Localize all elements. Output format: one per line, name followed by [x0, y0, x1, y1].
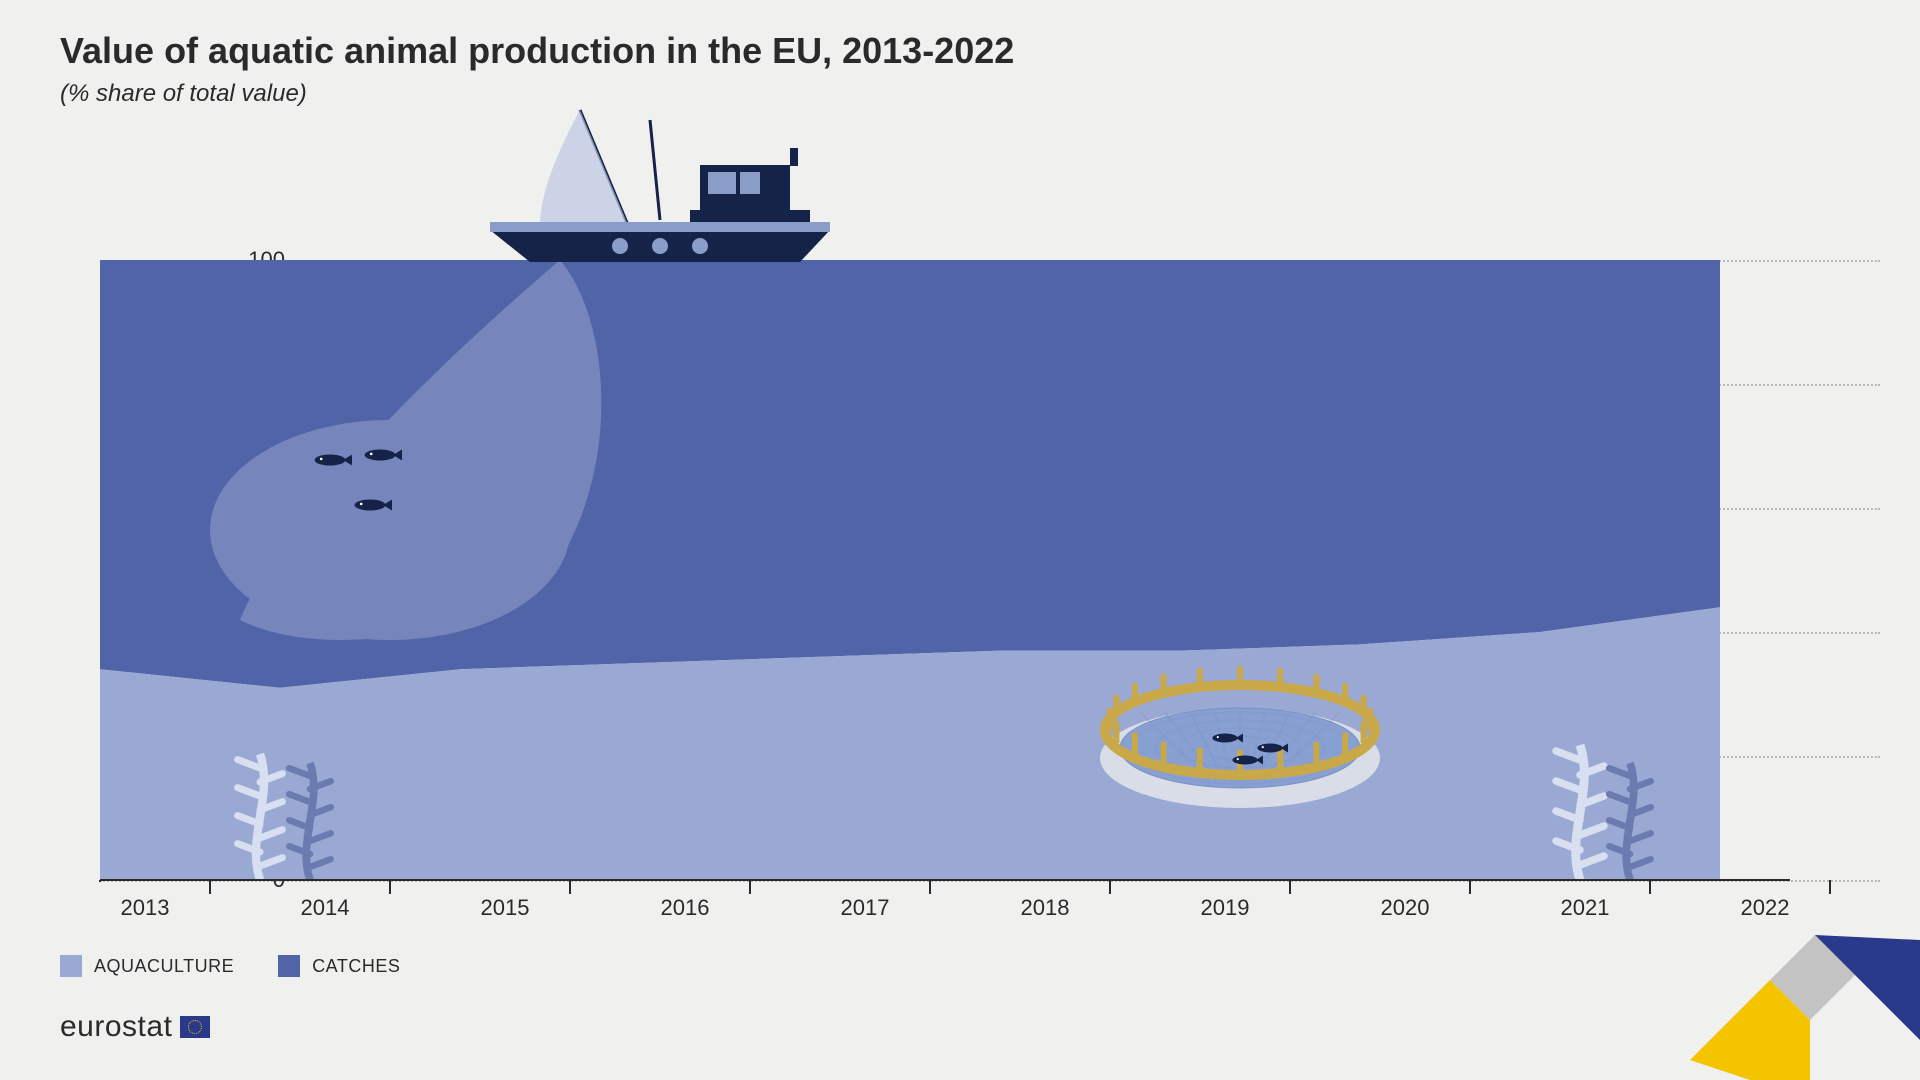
aquaculture-swatch: [60, 955, 82, 977]
infographic-container: Value of aquatic animal production in th…: [0, 0, 1920, 1080]
x-tick-label: 2014: [301, 895, 350, 921]
stacked-area-chart: [100, 260, 1720, 880]
fishing-boat-icon: [490, 110, 830, 262]
chart-title: Value of aquatic animal production in th…: [60, 30, 1014, 72]
x-tick-label: 2021: [1561, 895, 1610, 921]
aquaculture-legend-label: AQUACULTURE: [94, 956, 234, 977]
x-tick-label: 2018: [1021, 895, 1070, 921]
catches-swatch: [278, 955, 300, 977]
x-tick-label: 2015: [481, 895, 530, 921]
corner-mark-icon: [1660, 920, 1920, 1080]
catches-area: [100, 260, 1720, 688]
chart-legend: AQUACULTURE CATCHES: [60, 955, 400, 977]
catches-legend-label: CATCHES: [312, 956, 400, 977]
x-tick-label: 2013: [121, 895, 170, 921]
x-tick-label: 2019: [1201, 895, 1250, 921]
chart-subtitle: (% share of total value): [60, 80, 307, 108]
x-tick-label: 2022: [1741, 895, 1790, 921]
eu-flag-icon: [180, 1016, 210, 1038]
x-tick-label: 2020: [1381, 895, 1430, 921]
x-tick-label: 2016: [661, 895, 710, 921]
eurostat-logo-text: eurostat: [60, 1010, 172, 1044]
eurostat-logo: eurostat: [60, 1010, 210, 1044]
x-tick-label: 2017: [841, 895, 890, 921]
